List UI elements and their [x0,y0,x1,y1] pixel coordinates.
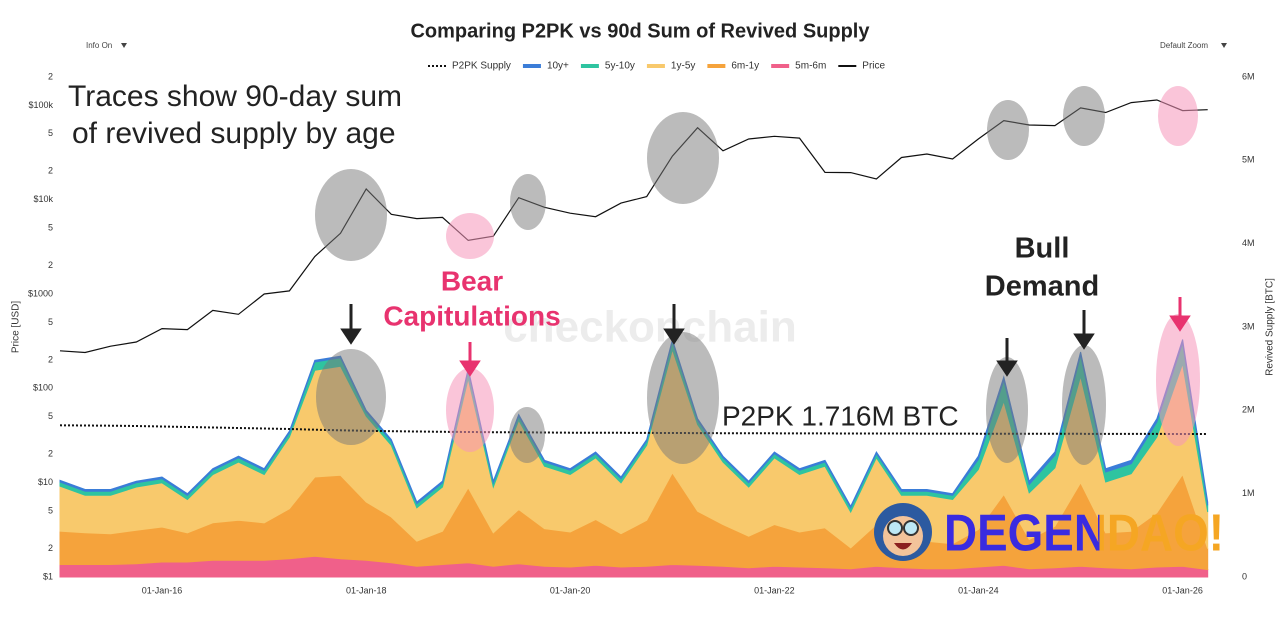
y-tick-label: 5 [48,505,53,515]
highlight [1158,86,1198,146]
x-tick-label: 01-Jan-22 [754,585,795,595]
y2-tick-label: 1M [1242,488,1255,498]
highlight [647,112,719,204]
dropdown-icon [121,43,127,48]
highlights [315,86,1200,465]
y-tick-label: 2 [48,354,53,364]
annotation: Traces show 90-day sum [68,80,402,113]
y-axis-label: Price [USD] [11,301,22,353]
y2-tick-label: 5M [1242,155,1255,165]
dropdown-icon [1221,43,1227,48]
zoom-select[interactable]: Default Zoom [1160,41,1208,50]
highlight [986,357,1028,463]
arrow-head [663,328,685,345]
y-tick-label: 2 [48,260,53,270]
y-tick-label: 5 [48,317,53,327]
annotation: Bear [441,265,503,296]
logo-goggle [887,520,903,536]
x-tick-label: 01-Jan-18 [346,585,387,595]
annotation: P2PK 1.716M BTC [722,400,959,431]
annotation: of revived supply by age [72,117,396,150]
logo-face [883,516,923,556]
arrow-head [996,360,1018,377]
watermark: checkonchain [503,303,796,352]
highlight [510,174,546,230]
legend-label: 6m-1y [731,61,759,72]
chart-title: Comparing P2PK vs 90d Sum of Revived Sup… [410,20,870,42]
y-tick-label: $100 [33,383,53,393]
x-tick-label: 01-Jan-16 [142,585,183,595]
highlight [987,100,1029,160]
annotation: Bull [1015,233,1070,265]
legend-label: P2PK Supply [452,61,511,72]
annotation: Capitulations [383,300,560,331]
y-tick-label: 2 [48,166,53,176]
y-tick-label: $1 [43,571,53,581]
y-tick-label: $10 [38,477,53,487]
legend-label: 1y-5y [671,61,695,72]
annotations: Traces show 90-day sum of revived supply… [68,80,1099,431]
x-tick-label: 01-Jan-24 [958,585,999,595]
highlight [509,407,545,463]
y-tick-label: 5 [48,411,53,421]
arrow-head [459,360,481,377]
info-toggle[interactable]: Info On [86,41,112,50]
area [59,337,1209,509]
highlight [315,169,387,261]
legend-label: 10y+ [547,61,569,72]
y-tick-label: 2 [48,71,53,81]
annotation: Demand [985,271,1099,303]
y2-tick-label: 2M [1242,405,1255,415]
highlight [446,368,494,452]
y-tick-label: $100k [28,100,53,110]
highlight [316,349,386,445]
y2-tick-label: 3M [1242,321,1255,331]
arrow-head [340,328,362,345]
highlight [1156,314,1200,446]
legend-label: 5y-10y [605,61,635,72]
highlight [446,213,494,259]
logo-text: DEGENDAO! [944,505,1224,563]
line [59,424,1208,435]
y-tick-label: 2 [48,449,53,459]
highlight [647,332,719,464]
y-tick-label: 5 [48,222,53,232]
arrow-head [1073,333,1095,350]
y2-tick-label: 0 [1242,571,1247,581]
legend-label: Price [862,61,885,72]
y-tick-label: $1000 [28,288,53,298]
y-tick-label: 5 [48,128,53,138]
y2-tick-label: 6M [1242,71,1255,81]
logo-goggle [903,520,919,536]
legend-label: 5m-6m [795,61,826,72]
y-tick-label: $10k [33,194,53,204]
y2-axis-label: Revived Supply [BTC] [1265,278,1276,376]
highlight [1063,86,1105,146]
logo: DEGENDAO! [874,503,1224,563]
y2-tick-label: 4M [1242,238,1255,248]
highlight [1062,345,1106,465]
legend: P2PK Supply 10y+ 5y-10y 1y-5y 6m-1y 5m-6m Pric… [428,61,886,72]
y-tick-label: 2 [48,543,53,553]
arrow-head [1169,315,1191,332]
logo-mouth [894,543,912,550]
x-tick-label: 01-Jan-26 [1162,585,1203,595]
x-tick-label: 01-Jan-20 [550,585,591,595]
